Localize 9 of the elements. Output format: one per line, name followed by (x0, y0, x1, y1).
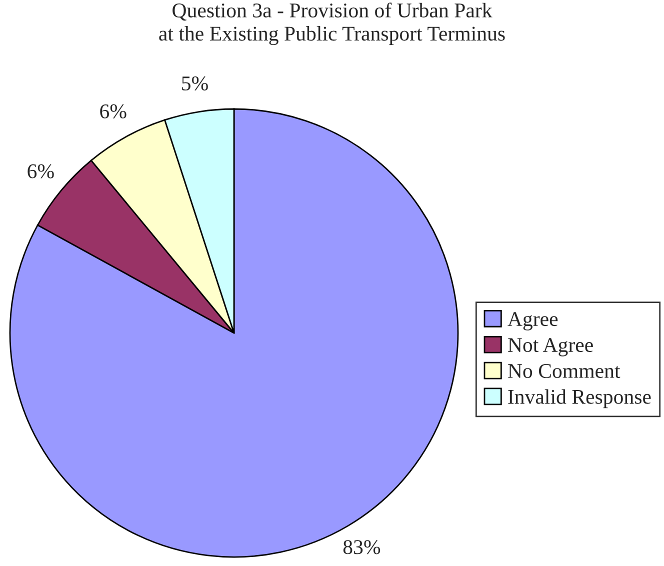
data-label: 6% (100, 104, 126, 118)
legend-label: Agree (508, 312, 558, 330)
legend-label: Not Agree (508, 338, 593, 356)
chart-title: Question 3a - Provision of Urban Park at the Existing Public Transport Terminus (159, 2, 505, 46)
legend-label: Invalid Response (508, 389, 651, 408)
data-label: 6% (28, 164, 54, 178)
data-label: 83% (343, 540, 380, 554)
data-label: 5% (182, 76, 208, 90)
legend-label: No Comment (508, 364, 620, 378)
